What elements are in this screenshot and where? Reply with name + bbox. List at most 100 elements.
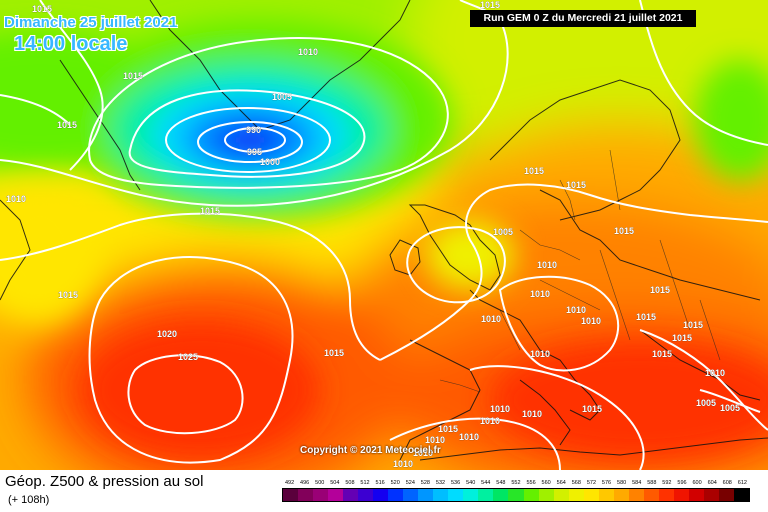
scale-tick-label: 580 xyxy=(617,480,627,486)
scale-swatch xyxy=(448,489,464,501)
scale-tick-label: 552 xyxy=(511,480,521,486)
isobar-1005-east xyxy=(699,389,761,413)
scale-swatch xyxy=(433,489,449,501)
isobar-label: 1005 xyxy=(720,403,740,413)
isobar-label: 1015 xyxy=(200,206,220,216)
scale-tick-label: 612 xyxy=(737,480,747,486)
isobar-label: 1010 xyxy=(6,194,26,204)
scale-swatch xyxy=(388,489,404,501)
scale-swatch xyxy=(643,489,659,501)
scale-tick-label: 592 xyxy=(662,480,672,486)
scale-swatch xyxy=(298,489,314,501)
scale-tick-label: 536 xyxy=(450,480,461,486)
isobar-label: 1015 xyxy=(324,348,344,358)
borders xyxy=(439,149,721,393)
weather-map: 1015 1010 1015 1015 1005 990 995 1000 10… xyxy=(0,0,768,470)
isobar-1010-north xyxy=(88,37,449,189)
scale-swatch xyxy=(673,489,689,501)
isobar-label: 1015 xyxy=(32,4,52,14)
isobar-1015-labrador xyxy=(0,212,381,361)
isobar-1000 xyxy=(165,107,331,173)
isobar-995 xyxy=(197,121,303,163)
scale-swatch xyxy=(613,489,629,501)
scale-swatch xyxy=(598,489,614,501)
isobar-label: 1015 xyxy=(524,166,544,176)
scale-tick-label: 496 xyxy=(300,480,310,486)
scale-swatch xyxy=(523,489,539,501)
isobar-label: 1010 xyxy=(425,435,445,445)
scale-tick-label: 524 xyxy=(405,480,415,486)
isobar-1020 xyxy=(88,256,294,464)
scale-swatch xyxy=(538,489,554,501)
isobar-1005-low xyxy=(128,89,366,178)
legend-footer: Géop. Z500 & pression au sol (+ 108h) 49… xyxy=(0,470,768,512)
isobar-label: 1025 xyxy=(178,352,198,362)
isobar-label: 1015 xyxy=(123,71,143,81)
scale-tick-label: 560 xyxy=(541,480,551,486)
legend-title: Géop. Z500 & pression au sol xyxy=(5,473,204,490)
scale-swatch xyxy=(373,489,389,501)
isobar-1010-med xyxy=(389,417,561,470)
copyright-text: Copyright © 2021 Meteociel.fr xyxy=(300,445,441,456)
scale-swatch xyxy=(553,489,569,501)
scale-tick-label: 512 xyxy=(360,480,370,486)
forecast-time: 14:00 locale xyxy=(14,33,128,55)
geopotential-field xyxy=(0,0,768,470)
isobar-label: 1010 xyxy=(480,416,500,426)
isobar-label: 1015 xyxy=(480,0,500,10)
color-scale-bar xyxy=(282,488,750,502)
scale-tick-label: 548 xyxy=(496,480,506,486)
isobar-label: 1015 xyxy=(672,333,692,343)
isobar-1015-west xyxy=(39,0,104,171)
scale-tick-label: 500 xyxy=(315,480,325,486)
scale-tick-label: 568 xyxy=(571,480,581,486)
isobar-label: 1005 xyxy=(696,398,716,408)
isobar-label: 1010 xyxy=(393,459,413,469)
scale-swatch xyxy=(463,489,479,501)
scale-swatch xyxy=(328,489,344,501)
scale-swatch xyxy=(733,489,749,501)
isobar-label: 1015 xyxy=(636,312,656,322)
isobar-label: 1015 xyxy=(650,285,670,295)
scale-swatch xyxy=(703,489,719,501)
isobar-label: 1005 xyxy=(272,92,292,102)
isobar-label: 990 xyxy=(246,125,261,135)
scale-swatch xyxy=(358,489,374,501)
isobar-label: 1010 xyxy=(566,305,586,315)
scale-tick-label: 492 xyxy=(284,480,295,486)
isobar-label: 1015 xyxy=(652,349,672,359)
isobar-label: 1010 xyxy=(530,289,550,299)
scale-tick-label: 556 xyxy=(526,480,536,486)
isobar-1025 xyxy=(127,354,244,435)
scale-swatch xyxy=(688,489,704,501)
scale-tick-label: 576 xyxy=(601,480,612,486)
color-scale: 492 496 500 504 508 512 516 520 524 528 532 536 540 5… xyxy=(282,480,750,502)
scale-tick-label: 608 xyxy=(722,480,732,486)
isobar-label: 1000 xyxy=(260,157,280,167)
isobar-1010-east xyxy=(639,329,768,431)
isobar-label: 1010 xyxy=(537,260,557,270)
scale-tick-label: 528 xyxy=(420,480,430,486)
scale-swatch xyxy=(478,489,494,501)
scale-tick-label: 532 xyxy=(435,480,446,486)
forecast-date: Dimanche 25 juillet 2021 xyxy=(4,14,178,31)
isobar-label: 1005 xyxy=(493,227,513,237)
isobar-1015-northeast xyxy=(639,0,768,146)
isobar-label: 1010 xyxy=(298,47,318,57)
scale-swatch xyxy=(283,489,299,501)
isobar-label: 1010 xyxy=(530,349,550,359)
isobar-label: 1010 xyxy=(705,368,725,378)
scale-swatch xyxy=(718,489,734,501)
isobar-label: 995 xyxy=(247,147,262,157)
isobar-label: 1015 xyxy=(683,320,703,330)
isobar-label: 1015 xyxy=(582,404,602,414)
scale-tick-label: 564 xyxy=(556,480,566,486)
scale-tick-label: 508 xyxy=(345,480,355,486)
scale-tick-label: 588 xyxy=(647,480,657,486)
scale-tick-label: 540 xyxy=(466,480,476,486)
isobar-label: 1010 xyxy=(481,314,501,324)
model-run-label: Run GEM 0 Z du Mercredi 21 juillet 2021 xyxy=(470,10,696,27)
color-scale-labels: 492 496 500 504 508 512 516 520 524 528 532 536 540 5… xyxy=(282,480,750,486)
scale-swatch xyxy=(508,489,524,501)
forecast-lead-time: (+ 108h) xyxy=(8,494,50,506)
